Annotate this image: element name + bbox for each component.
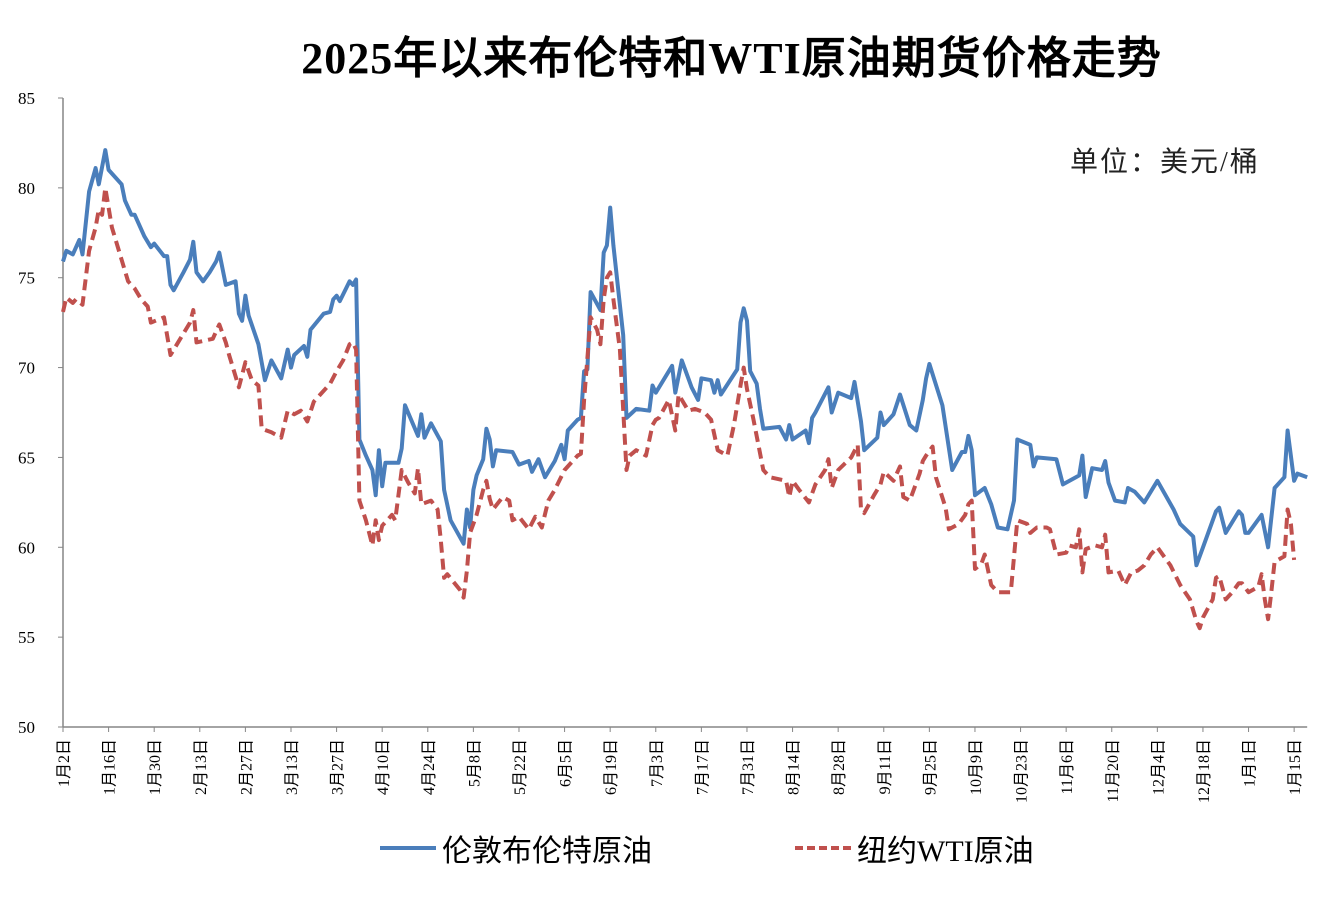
legend-swatch-brent xyxy=(380,846,436,850)
x-tick-label: 8月28日 xyxy=(831,739,848,795)
x-tick-label: 12月4日 xyxy=(1150,739,1167,795)
x-tick-label: 1月1日 xyxy=(1242,739,1259,787)
x-tick-label: 7月31日 xyxy=(740,739,757,795)
x-tick-label: 10月9日 xyxy=(968,739,985,795)
series-line-wti xyxy=(61,185,1297,631)
x-tick-label: 2月13日 xyxy=(193,739,210,795)
x-tick-label: 1月30日 xyxy=(147,739,164,795)
legend-label-wti: 纽约WTI原油 xyxy=(857,835,1034,868)
chart-title: 2025年以来布伦特和WTI原油期货价格走势 xyxy=(301,34,1162,83)
x-tick-label: 11月6日 xyxy=(1059,739,1076,794)
series-line-brent xyxy=(61,148,1308,568)
x-tick-label: 1月16日 xyxy=(102,739,119,795)
y-tick-label: 55 xyxy=(18,628,35,647)
y-tick-label: 70 xyxy=(18,359,35,378)
x-tick-label: 4月24日 xyxy=(421,739,438,795)
x-tick-label: 1月15日 xyxy=(1287,739,1304,795)
x-tick-label: 9月11日 xyxy=(877,739,894,794)
x-tick-label: 12月18日 xyxy=(1196,739,1213,803)
x-tick-label: 4月10日 xyxy=(375,739,392,795)
y-tick-label: 80 xyxy=(18,179,35,198)
x-tick-label: 5月22日 xyxy=(512,739,529,795)
y-tick-label: 85 xyxy=(18,89,35,108)
legend-item-wti: 纽约WTI原油 xyxy=(795,826,1034,870)
x-tick-label: 3月27日 xyxy=(330,739,347,795)
x-tick-label: 7月3日 xyxy=(649,739,666,787)
x-tick-label: 1月2日 xyxy=(56,739,73,787)
legend-swatch-wti xyxy=(795,846,851,850)
x-tick-label: 3月13日 xyxy=(284,739,301,795)
x-tick-label: 10月23日 xyxy=(1014,739,1031,803)
x-tick-label: 8月14日 xyxy=(786,739,803,795)
x-tick-label: 9月25日 xyxy=(922,739,939,795)
x-tick-label: 5月8日 xyxy=(466,739,483,787)
y-tick-label: 60 xyxy=(18,538,35,557)
unit-label: 单位：美元/桶 xyxy=(1070,147,1260,178)
y-tick-label: 65 xyxy=(18,448,35,467)
x-tick-label: 6月19日 xyxy=(603,739,620,795)
x-tick-label: 2月27日 xyxy=(238,739,255,795)
legend-item-brent: 伦敦布伦特原油 xyxy=(380,826,652,870)
y-tick-label: 75 xyxy=(18,269,35,288)
x-tick-label: 11月20日 xyxy=(1105,739,1122,802)
y-tick-label: 50 xyxy=(18,718,35,737)
legend-label-brent: 伦敦布伦特原油 xyxy=(442,835,652,868)
x-tick-label: 7月17日 xyxy=(694,739,711,795)
x-tick-label: 6月5日 xyxy=(558,739,575,787)
